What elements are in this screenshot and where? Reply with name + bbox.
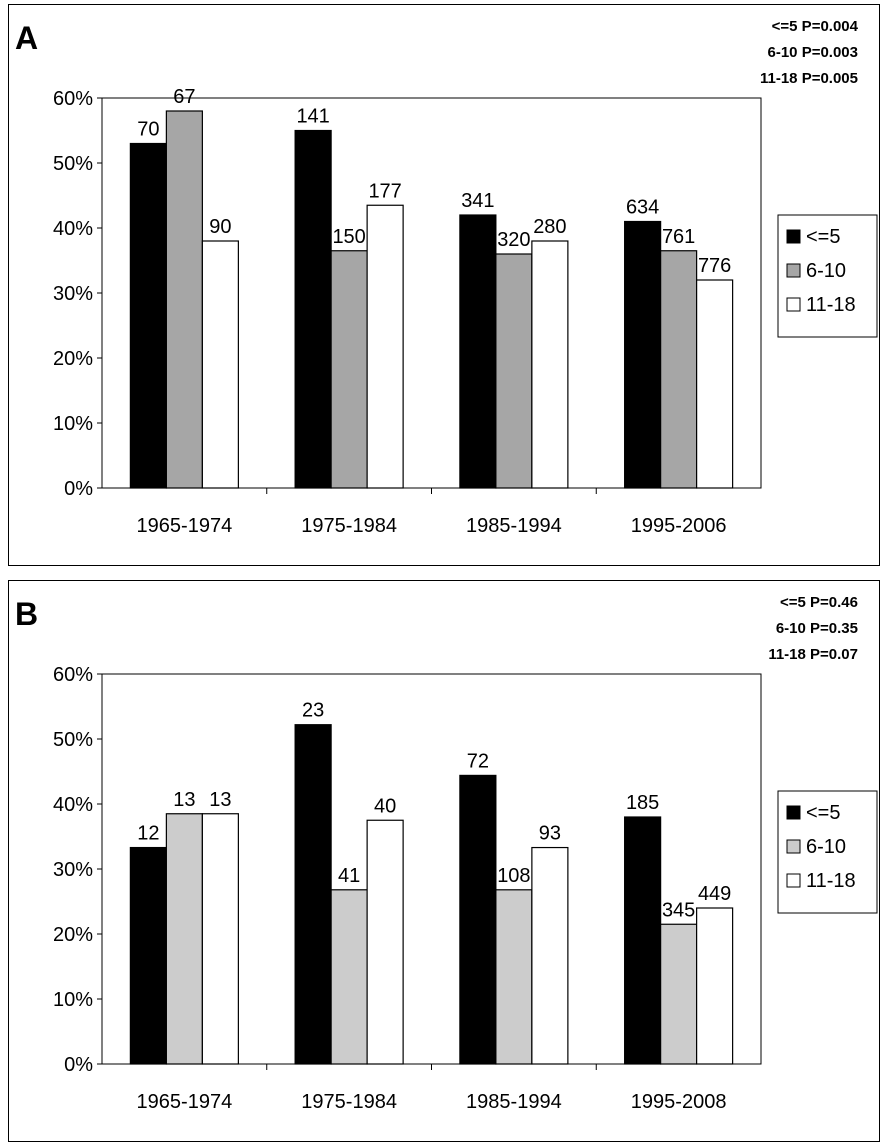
x-category-label: 1995-2008 bbox=[631, 1091, 727, 1113]
data-label: 634 bbox=[626, 197, 659, 219]
data-label: 150 bbox=[332, 226, 365, 248]
p-value: <=5 P=0.004 bbox=[772, 18, 859, 35]
y-tick-label: 20% bbox=[53, 348, 93, 370]
p-value: 11-18 P=0.07 bbox=[768, 646, 858, 663]
p-value: 6-10 P=0.003 bbox=[768, 44, 859, 61]
y-tick-label: 0% bbox=[64, 478, 93, 500]
data-label: 72 bbox=[467, 750, 489, 772]
y-tick-label: 20% bbox=[53, 924, 93, 946]
bar bbox=[129, 846, 167, 1065]
legend-swatch bbox=[786, 839, 801, 854]
bar bbox=[129, 142, 167, 489]
data-label: 40 bbox=[374, 795, 396, 817]
bar bbox=[660, 250, 698, 489]
chart-a: 0% 10% 20% 30% 40% 50% 60% 1965-1974 70 67 90 1975-… bbox=[15, 18, 878, 537]
bar bbox=[531, 846, 569, 1065]
bar bbox=[531, 240, 569, 489]
x-category-label: 1975-1984 bbox=[301, 515, 397, 537]
y-tick-label: 60% bbox=[53, 88, 93, 110]
bar bbox=[696, 907, 734, 1065]
x-category-label: 1995-2006 bbox=[631, 515, 727, 537]
y-tick-label: 50% bbox=[53, 153, 93, 175]
bar bbox=[660, 923, 698, 1065]
legend-swatch bbox=[786, 873, 801, 888]
panel-label: B bbox=[15, 596, 38, 632]
legend-entry: 11-18 bbox=[806, 294, 856, 316]
x-category-label: 1985-1994 bbox=[466, 515, 562, 537]
data-label: 108 bbox=[497, 865, 530, 887]
bar bbox=[201, 240, 239, 489]
data-label: 280 bbox=[533, 216, 566, 238]
data-label: 776 bbox=[698, 255, 731, 277]
bar bbox=[330, 889, 368, 1065]
data-label: 185 bbox=[626, 792, 659, 814]
legend-swatch bbox=[786, 805, 801, 820]
data-label: 761 bbox=[662, 226, 695, 248]
bar bbox=[624, 816, 662, 1065]
y-tick-label: 10% bbox=[53, 413, 93, 435]
bar bbox=[495, 253, 533, 489]
p-value: <=5 P=0.46 bbox=[780, 594, 858, 611]
y-tick-label: 30% bbox=[53, 859, 93, 881]
chart-panel-b: 0% 10% 20% 30% 40% 50% 60% 1965-1974 12 13 13 1975-… bbox=[8, 580, 880, 1142]
p-value: 11-18 P=0.005 bbox=[760, 70, 858, 87]
data-label: 141 bbox=[296, 106, 329, 128]
chart-b: 0% 10% 20% 30% 40% 50% 60% 1965-1974 12 13 13 1975-… bbox=[15, 594, 878, 1113]
chart-panel-a: 0% 10% 20% 30% 40% 50% 60% 1965-1974 70 67 90 1975-… bbox=[8, 4, 880, 566]
data-label: 67 bbox=[173, 86, 195, 108]
y-tick-label: 40% bbox=[53, 218, 93, 240]
bar bbox=[459, 774, 497, 1065]
bar bbox=[366, 819, 404, 1065]
x-category-label: 1965-1974 bbox=[137, 515, 233, 537]
bar bbox=[294, 724, 332, 1065]
bar bbox=[294, 129, 332, 489]
bar bbox=[459, 214, 497, 489]
y-tick-label: 0% bbox=[64, 1054, 93, 1076]
legend-swatch bbox=[786, 229, 801, 244]
bar bbox=[201, 813, 239, 1065]
data-label: 345 bbox=[662, 899, 695, 921]
y-tick-label: 60% bbox=[53, 664, 93, 686]
y-tick-label: 50% bbox=[53, 729, 93, 751]
bar bbox=[495, 889, 533, 1065]
legend-entry: 6-10 bbox=[806, 260, 846, 282]
data-label: 90 bbox=[209, 216, 231, 238]
data-label: 341 bbox=[461, 190, 494, 212]
bar bbox=[696, 279, 734, 489]
data-label: 41 bbox=[338, 865, 360, 887]
legend-swatch bbox=[786, 263, 801, 278]
data-label: 70 bbox=[137, 119, 159, 141]
y-tick-label: 40% bbox=[53, 794, 93, 816]
data-label: 449 bbox=[698, 883, 731, 905]
bar bbox=[165, 110, 203, 489]
legend-entry: <=5 bbox=[806, 802, 840, 824]
x-category-label: 1965-1974 bbox=[137, 1091, 233, 1113]
panel-label: A bbox=[15, 20, 38, 56]
data-label: 93 bbox=[539, 823, 561, 845]
x-category-label: 1975-1984 bbox=[301, 1091, 397, 1113]
x-category-label: 1985-1994 bbox=[466, 1091, 562, 1113]
bar bbox=[165, 813, 203, 1065]
y-tick-label: 30% bbox=[53, 283, 93, 305]
legend-swatch bbox=[786, 297, 801, 312]
data-label: 13 bbox=[173, 789, 195, 811]
data-label: 320 bbox=[497, 229, 530, 251]
y-tick-label: 10% bbox=[53, 989, 93, 1011]
bar bbox=[366, 204, 404, 489]
legend-entry: 6-10 bbox=[806, 836, 846, 858]
data-label: 12 bbox=[137, 823, 159, 845]
data-label: 13 bbox=[209, 789, 231, 811]
data-label: 177 bbox=[368, 180, 401, 202]
p-value: 6-10 P=0.35 bbox=[776, 620, 858, 637]
bar bbox=[624, 220, 662, 489]
data-label: 23 bbox=[302, 700, 324, 722]
legend-entry: 11-18 bbox=[806, 870, 856, 892]
bar bbox=[330, 250, 368, 489]
legend-entry: <=5 bbox=[806, 226, 840, 248]
